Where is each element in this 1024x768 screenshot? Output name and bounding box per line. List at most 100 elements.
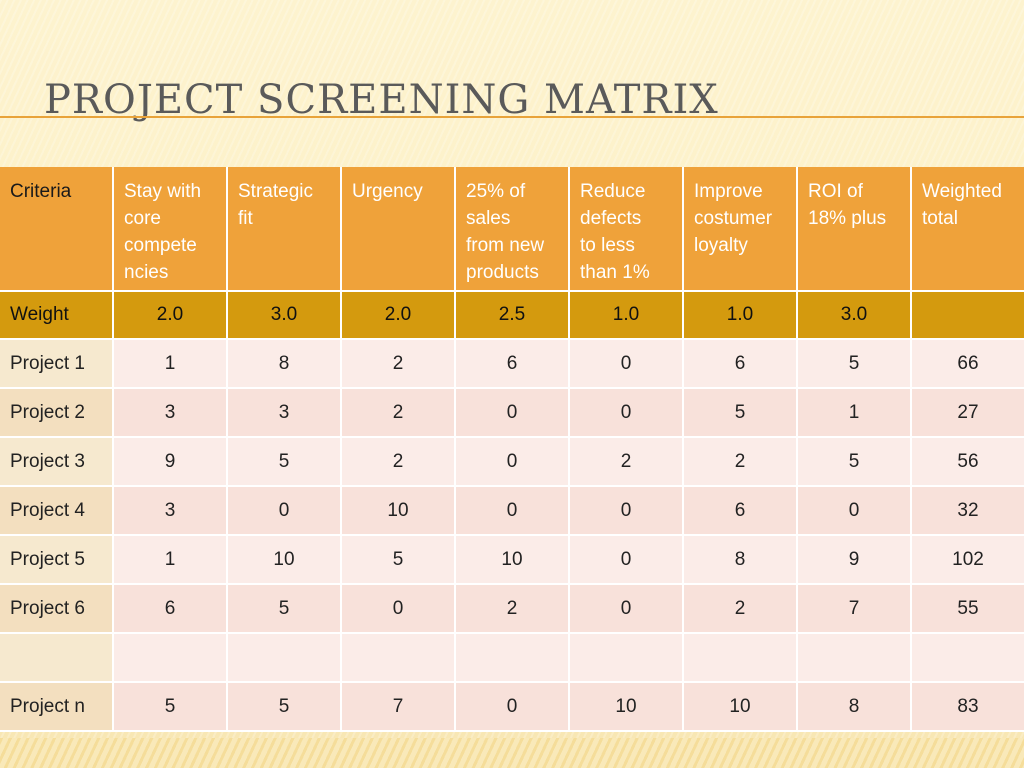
title-underline — [0, 116, 1024, 118]
header-line: products — [466, 262, 539, 283]
score-cell — [683, 633, 798, 683]
header-line: Urgency — [352, 181, 423, 202]
score-cell: 0 — [797, 486, 912, 536]
score-cell: 7 — [341, 682, 456, 732]
score-cell: 10 — [455, 535, 570, 585]
weighted-total-cell: 83 — [911, 682, 1024, 732]
score-cell: 3 — [227, 388, 342, 438]
score-cell — [569, 633, 684, 683]
weighted-total-cell: 66 — [911, 339, 1024, 389]
weight-label: Weight — [0, 291, 114, 340]
column-header: 25% of sales from new products — [455, 167, 570, 292]
score-cell: 5 — [113, 682, 228, 732]
score-cell: 5 — [227, 584, 342, 634]
header-line: than 1% — [580, 262, 650, 283]
header-line: 25% of — [466, 181, 526, 202]
weighted-total-cell: 102 — [911, 535, 1024, 585]
score-cell: 10 — [227, 535, 342, 585]
score-cell: 8 — [797, 682, 912, 732]
score-cell — [797, 633, 912, 683]
header-line: core — [124, 208, 161, 229]
score-cell: 2 — [569, 437, 684, 487]
column-header: ROI of 18% plus — [797, 167, 912, 292]
score-cell: 1 — [797, 388, 912, 438]
score-cell: 8 — [227, 339, 342, 389]
table-row: Project 1 1 8 2 6 0 6 5 66 — [0, 339, 1024, 389]
weight-cell: 3.0 — [797, 291, 912, 340]
header-row: Criteria Stay with core compete ncies St… — [0, 167, 1024, 292]
score-cell: 2 — [341, 339, 456, 389]
score-cell: 10 — [341, 486, 456, 536]
weight-row: Weight 2.0 3.0 2.0 2.5 1.0 1.0 3.0 — [0, 291, 1024, 340]
table-row — [0, 633, 1024, 683]
score-cell: 5 — [683, 388, 798, 438]
score-cell: 10 — [683, 682, 798, 732]
score-cell: 5 — [227, 437, 342, 487]
score-cell: 2 — [455, 584, 570, 634]
column-header: Improve costumer loyalty — [683, 167, 798, 292]
score-cell: 5 — [797, 437, 912, 487]
decorative-bottom-band — [0, 738, 1024, 768]
table-row: Project 4 3 0 10 0 0 6 0 32 — [0, 486, 1024, 536]
weight-cell: 2.0 — [341, 291, 456, 340]
score-cell: 0 — [569, 339, 684, 389]
score-cell: 0 — [227, 486, 342, 536]
header-line: Improve — [694, 181, 763, 202]
header-line: defects — [580, 208, 642, 229]
table-row: Project 3 9 5 2 0 2 2 5 56 — [0, 437, 1024, 487]
score-cell — [455, 633, 570, 683]
header-line: fit — [238, 208, 253, 229]
table-row: Project 5 1 10 5 10 0 8 9 102 — [0, 535, 1024, 585]
score-cell: 2 — [683, 584, 798, 634]
header-line: total — [922, 208, 958, 229]
weighted-total-cell — [911, 633, 1024, 683]
score-cell: 0 — [455, 486, 570, 536]
score-cell: 0 — [455, 682, 570, 732]
weighted-total-cell: 55 — [911, 584, 1024, 634]
header-line: Weighted — [922, 181, 1002, 202]
score-cell: 3 — [113, 486, 228, 536]
score-cell: 8 — [683, 535, 798, 585]
score-cell: 5 — [797, 339, 912, 389]
score-cell: 0 — [455, 388, 570, 438]
header-line: Strategic — [238, 181, 313, 202]
table-row: Project n 5 5 7 0 10 10 8 83 — [0, 682, 1024, 732]
score-cell: 0 — [569, 584, 684, 634]
screening-matrix-table: Criteria Stay with core compete ncies St… — [0, 167, 1024, 732]
score-cell: 3 — [113, 388, 228, 438]
score-cell: 9 — [797, 535, 912, 585]
header-line: compete — [124, 235, 197, 256]
score-cell: 7 — [797, 584, 912, 634]
header-line: Reduce — [580, 181, 646, 202]
score-cell: 5 — [227, 682, 342, 732]
project-label: Project 6 — [0, 584, 114, 634]
header-line: Stay with — [124, 181, 202, 202]
criteria-label: Criteria — [10, 181, 72, 202]
score-cell: 6 — [113, 584, 228, 634]
score-cell — [341, 633, 456, 683]
project-label: Project 3 — [0, 437, 114, 487]
header-line: from new — [466, 235, 545, 256]
score-cell: 2 — [341, 388, 456, 438]
weight-cell: 2.0 — [113, 291, 228, 340]
score-cell: 1 — [113, 339, 228, 389]
weight-cell: 3.0 — [227, 291, 342, 340]
project-label — [0, 633, 114, 683]
table-row: Project 2 3 3 2 0 0 5 1 27 — [0, 388, 1024, 438]
table-row: Project 6 6 5 0 2 0 2 7 55 — [0, 584, 1024, 634]
project-label: Project n — [0, 682, 114, 732]
criteria-header: Criteria — [0, 167, 114, 292]
header-line: loyalty — [694, 235, 748, 256]
column-header: Stay with core compete ncies — [113, 167, 228, 292]
weight-cell — [911, 291, 1024, 340]
project-label: Project 4 — [0, 486, 114, 536]
score-cell: 9 — [113, 437, 228, 487]
score-cell: 0 — [569, 388, 684, 438]
weight-cell: 2.5 — [455, 291, 570, 340]
weighted-total-cell: 56 — [911, 437, 1024, 487]
header-line: ROI of — [808, 181, 863, 202]
score-cell — [113, 633, 228, 683]
score-cell: 0 — [341, 584, 456, 634]
score-cell: 0 — [455, 437, 570, 487]
header-line: ncies — [124, 262, 169, 283]
